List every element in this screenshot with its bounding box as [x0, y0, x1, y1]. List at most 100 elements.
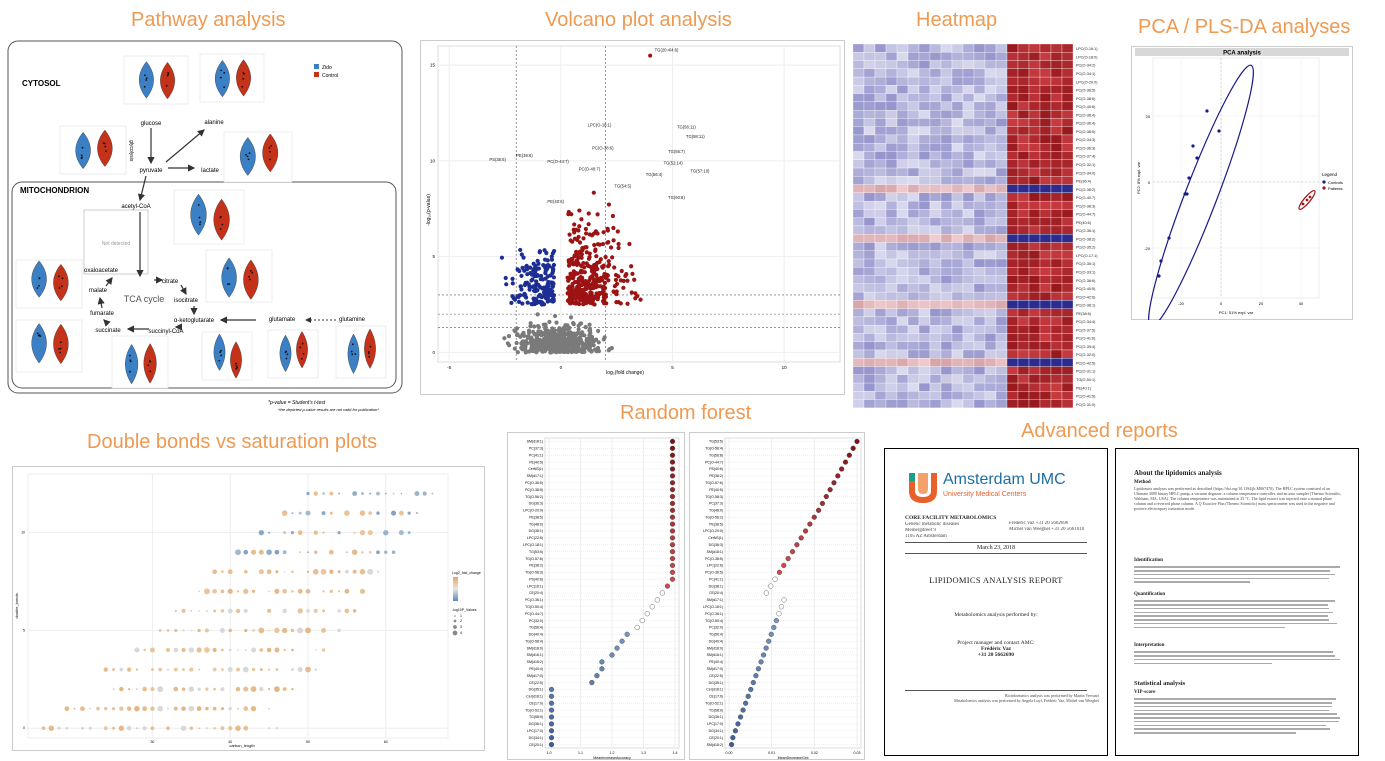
bonds-dot — [306, 491, 310, 496]
heatmap-cell — [1039, 52, 1052, 61]
bonds-dot — [258, 569, 264, 575]
heatmap-cell — [995, 399, 1008, 409]
heatmap-cell — [907, 242, 920, 251]
volcano-point-up — [610, 213, 615, 219]
heatmap-cell — [896, 275, 909, 284]
bonds-panel: 30 40 50 60 0 5 10 carbon_length double_bonds … — [12, 466, 485, 751]
heatmap-cell — [863, 68, 876, 78]
bonds-dot — [291, 668, 294, 671]
heatmap-cell — [863, 192, 876, 202]
metabolite-glutamine: glutamine — [339, 317, 366, 323]
volcano-point-down — [538, 277, 543, 282]
volcano-point-up — [572, 222, 577, 227]
heatmap-cell — [874, 93, 887, 103]
heatmap-cell — [995, 325, 1008, 334]
heatmap-cell — [973, 192, 986, 202]
heatmap-cell — [995, 349, 1008, 359]
volcano-point-up — [566, 258, 571, 263]
heatmap-cell — [940, 374, 953, 384]
bonds-dot — [369, 492, 372, 495]
rf-point — [798, 535, 804, 541]
heatmap-cell — [1039, 267, 1052, 276]
violin-point — [149, 360, 152, 363]
heatmap-title: Heatmap — [916, 9, 998, 31]
volcano-point-up — [570, 256, 575, 262]
bonds-dot — [282, 687, 287, 692]
violin-point — [199, 221, 202, 223]
volcano-point-up — [592, 242, 597, 248]
heatmap-cell — [1050, 349, 1063, 359]
volcano-point-up — [566, 286, 571, 291]
heatmap-cell — [984, 68, 997, 78]
heatmap-cell — [1006, 151, 1019, 160]
rf-point — [548, 735, 555, 741]
rf-label: PC(41:1) — [709, 577, 723, 581]
heatmap-cell — [1061, 333, 1074, 342]
volcano-point-up — [584, 299, 589, 304]
heatmap-cell — [1061, 391, 1074, 400]
heatmap-cell — [907, 366, 920, 375]
heatmap-cell — [874, 316, 887, 326]
bonds-dot — [415, 512, 418, 515]
volcano-point-up — [606, 202, 612, 207]
heatmap-cell — [874, 118, 887, 127]
heatmap-cell — [1017, 234, 1030, 243]
heatmap-cell — [863, 151, 876, 160]
bonds-dot — [212, 647, 217, 653]
heatmap-cell — [1061, 151, 1074, 160]
volcano-point — [582, 343, 587, 348]
bonds-dot — [81, 726, 84, 730]
violin-point — [103, 142, 106, 145]
bonds-dot — [275, 726, 279, 730]
heatmap-cell — [995, 267, 1008, 276]
volcano-point-down — [543, 271, 548, 276]
bonds-dot — [243, 588, 249, 594]
bonds-dot — [322, 590, 325, 593]
volcano-point-up — [597, 259, 602, 265]
heatmap-cell — [995, 151, 1008, 160]
heatmap-cell — [1006, 399, 1019, 409]
bonds-dot — [235, 725, 241, 731]
volcano-point-down — [504, 282, 509, 287]
bonds-dot — [291, 648, 294, 652]
text-line — [1134, 701, 1333, 704]
heatmap-cell — [896, 76, 909, 86]
violin-plot — [205, 249, 273, 303]
rf-xtick: 1.4 — [673, 751, 678, 755]
heatmap-cell — [907, 85, 920, 94]
heatmap-cell — [1061, 382, 1074, 392]
heatmap-cell — [929, 209, 942, 218]
rf-point — [785, 555, 791, 562]
rf-label: TG(56:4) — [709, 633, 723, 637]
heatmap-cell — [885, 349, 898, 359]
volcano-point — [529, 338, 534, 343]
volcano-point — [535, 347, 540, 352]
heatmap-cell — [918, 333, 931, 342]
pathway-footnote-1: *p-value = Student's t-test — [268, 400, 326, 406]
heatmap-cell — [1017, 143, 1030, 152]
heatmap-cell — [1006, 267, 1019, 276]
bonds-dot — [392, 492, 395, 495]
volcano-point-down — [540, 286, 545, 291]
heatmap-row-label: PC(O-31:1) — [1076, 370, 1096, 374]
heatmap-cell — [896, 382, 909, 392]
heatmap-cell — [1050, 234, 1063, 243]
heatmap-cell — [1028, 225, 1041, 235]
volcano-point-up — [579, 217, 584, 222]
legend-swatch-control — [314, 72, 319, 77]
heatmap-cell — [852, 192, 865, 202]
heatmap-row-label: PC(O-34:2) — [1076, 64, 1096, 68]
volcano-point-up — [593, 248, 598, 253]
volcano-point-down — [532, 273, 537, 279]
heatmap-cell — [1061, 283, 1074, 293]
heatmap-cell — [907, 118, 920, 127]
heatmap-cell — [896, 143, 909, 152]
bonds-dot — [267, 531, 271, 534]
rf-point — [669, 452, 676, 458]
volcano-point — [579, 332, 585, 338]
legend-control: Control — [322, 73, 338, 79]
rf-point — [772, 576, 778, 582]
bonds-color-scale — [453, 577, 458, 601]
heatmap-cell — [962, 93, 975, 103]
bonds-dot — [134, 705, 140, 712]
